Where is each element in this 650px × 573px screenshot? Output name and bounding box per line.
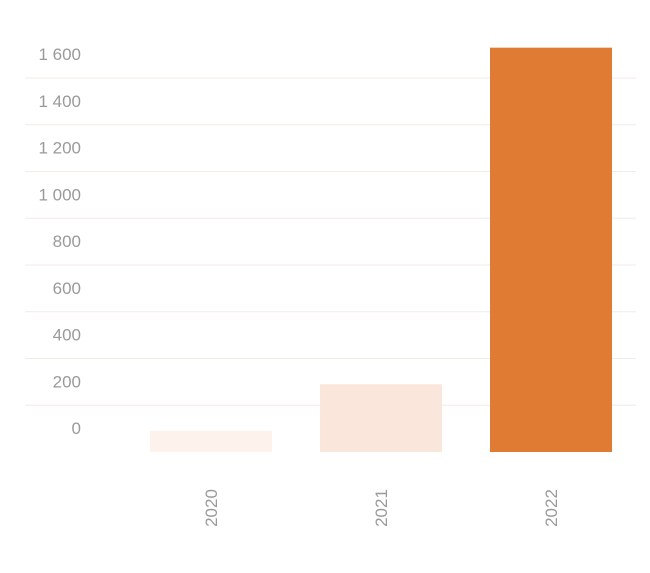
y-tick-label: 1 200 — [38, 139, 81, 158]
x-tick-label: 2022 — [542, 489, 561, 527]
bar — [490, 47, 612, 452]
y-tick-label: 400 — [53, 326, 81, 345]
y-tick-label: 1 000 — [38, 185, 81, 204]
y-tick-label: 600 — [53, 279, 81, 298]
y-tick-label: 1 400 — [38, 92, 81, 111]
y-tick-label: 800 — [53, 232, 81, 251]
x-tick-label: 2021 — [372, 489, 391, 527]
x-tick-label: 2020 — [202, 489, 221, 527]
y-tick-label: 0 — [72, 419, 81, 438]
y-tick-label: 200 — [53, 372, 81, 391]
y-tick-label: 1 600 — [38, 45, 81, 64]
bar — [320, 384, 442, 452]
bar — [150, 430, 272, 452]
